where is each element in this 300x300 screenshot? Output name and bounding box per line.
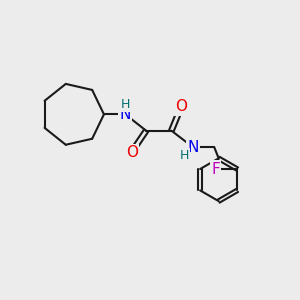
Text: N: N	[120, 107, 131, 122]
Text: N: N	[187, 140, 199, 154]
Text: O: O	[175, 99, 187, 114]
Text: O: O	[126, 145, 138, 160]
Text: F: F	[211, 161, 220, 176]
Text: H: H	[121, 98, 130, 111]
Text: H: H	[180, 149, 189, 162]
